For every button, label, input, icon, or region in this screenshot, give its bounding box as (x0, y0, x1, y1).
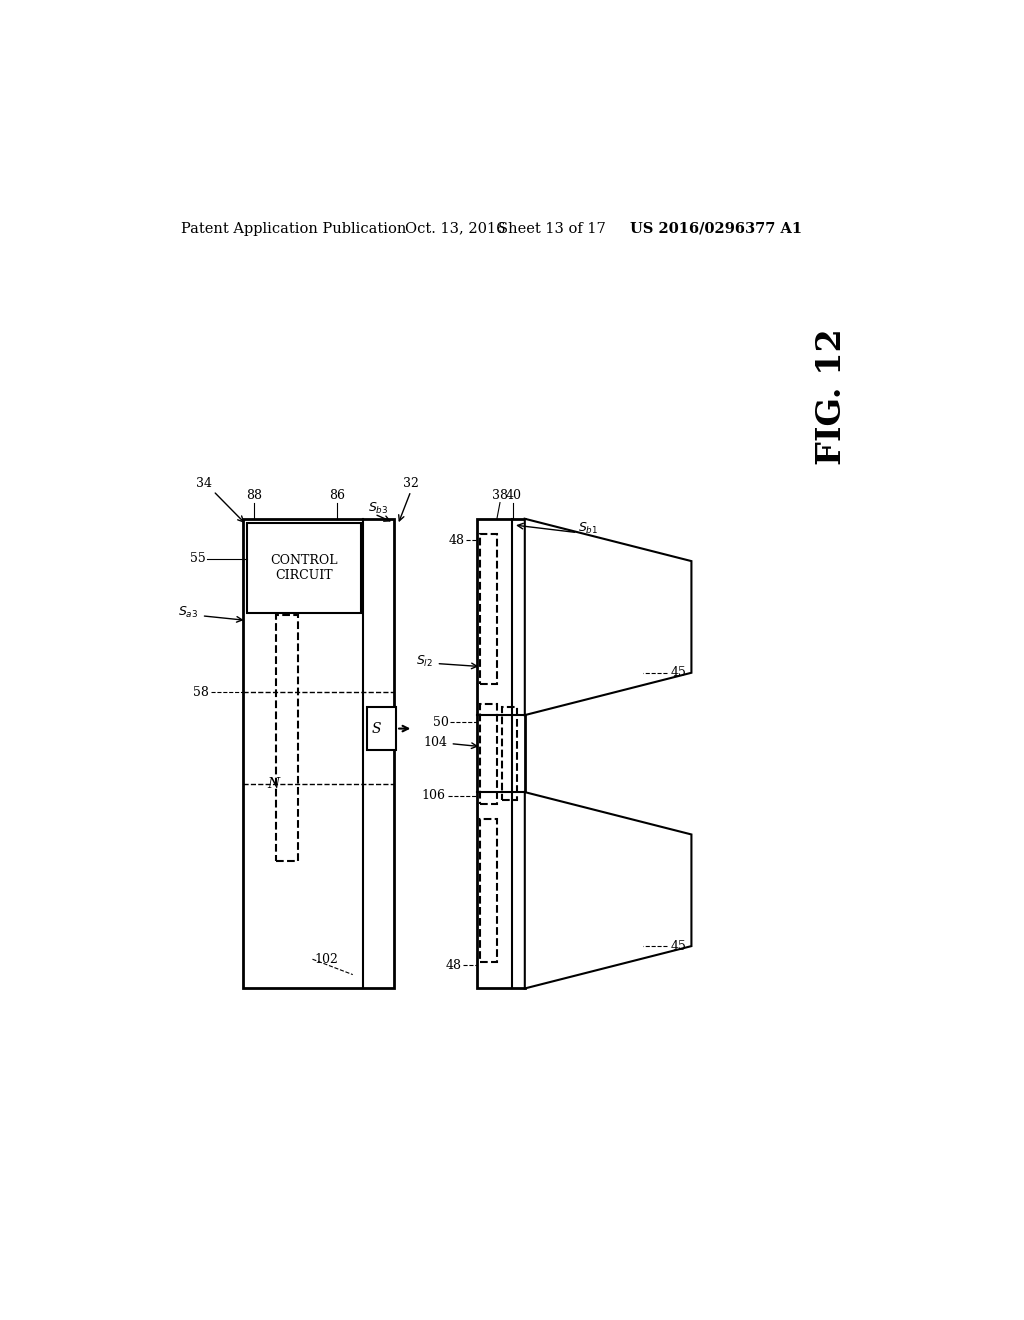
Text: S: S (372, 722, 382, 735)
Bar (480, 704, 497, 804)
Text: 48: 48 (449, 533, 464, 546)
Text: 50: 50 (433, 715, 449, 729)
Text: Oct. 13, 2016: Oct. 13, 2016 (406, 222, 506, 235)
Bar (480, 818, 497, 961)
Bar (367, 708, 396, 750)
Text: 40: 40 (505, 488, 521, 502)
Text: 86: 86 (330, 488, 345, 502)
Text: $S_{l2}$: $S_{l2}$ (417, 653, 433, 669)
Text: 45: 45 (671, 940, 686, 953)
Text: 88: 88 (247, 488, 262, 502)
Bar (502, 708, 517, 800)
Text: $S_{b3}$: $S_{b3}$ (369, 502, 389, 516)
Text: $S_{a3}$: $S_{a3}$ (177, 605, 198, 620)
Bar (243, 519, 394, 989)
Polygon shape (524, 792, 691, 989)
Bar (276, 615, 298, 862)
Text: 34: 34 (197, 477, 212, 490)
Polygon shape (524, 519, 691, 715)
Bar (477, 519, 524, 989)
Bar (247, 523, 361, 614)
Text: 38: 38 (492, 488, 508, 502)
Text: Patent Application Publication: Patent Application Publication (180, 222, 407, 235)
Text: Sheet 13 of 17: Sheet 13 of 17 (499, 222, 606, 235)
Bar (480, 535, 497, 684)
Text: 104: 104 (423, 735, 447, 748)
Text: 32: 32 (403, 477, 419, 490)
Text: 48: 48 (445, 958, 461, 972)
Text: 102: 102 (314, 953, 338, 966)
Text: US 2016/0296377 A1: US 2016/0296377 A1 (630, 222, 803, 235)
Text: CONTROL
CIRCUIT: CONTROL CIRCUIT (270, 554, 338, 582)
Text: $S_{b1}$: $S_{b1}$ (578, 520, 598, 536)
Text: 58: 58 (194, 685, 209, 698)
Text: 55: 55 (189, 552, 206, 565)
Text: FIG. 12: FIG. 12 (815, 329, 848, 466)
Text: N: N (267, 777, 279, 792)
Text: 45: 45 (671, 667, 686, 680)
Text: 106: 106 (422, 789, 445, 803)
